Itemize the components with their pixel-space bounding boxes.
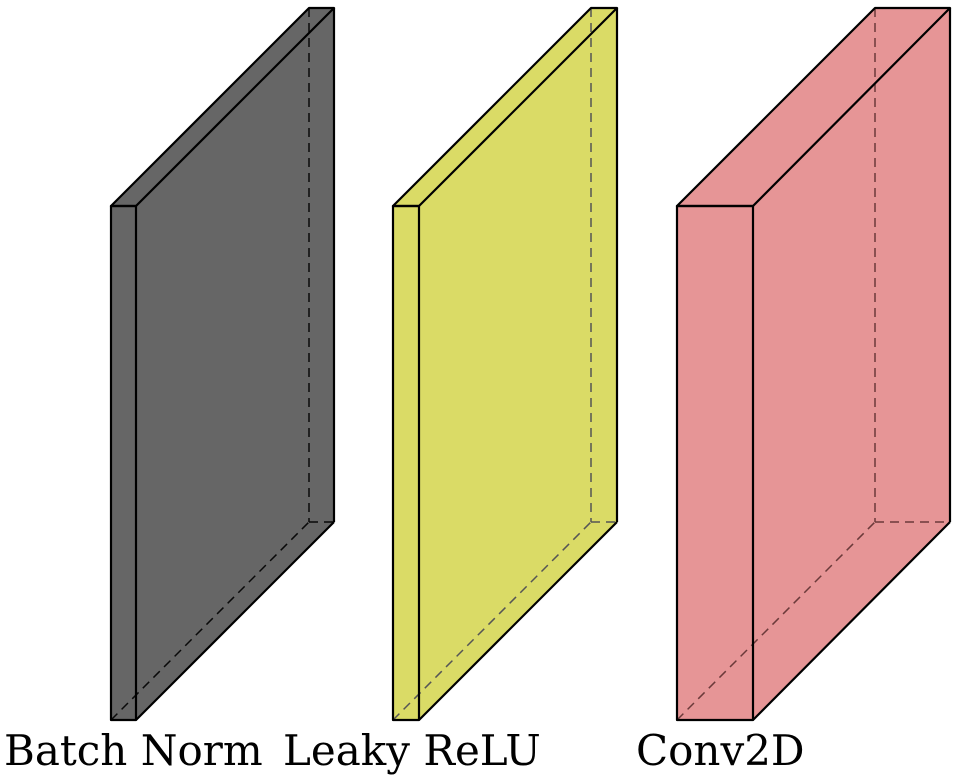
leaky-relu-label: Leaky ReLU (283, 726, 541, 775)
conv2d-side-face (753, 8, 950, 720)
batch-norm-front-face (111, 206, 136, 720)
conv2d-label: Conv2D (636, 726, 805, 775)
conv2d-front-face (677, 206, 753, 720)
conv2d-top-face (677, 8, 950, 206)
leaky-relu-side-face (419, 8, 617, 720)
batch-norm-label: Batch Norm (4, 726, 263, 775)
leaky-relu-front-face (393, 206, 419, 720)
leaky-relu-top-face (393, 8, 617, 206)
batch-norm-top-face (111, 8, 334, 206)
batch-norm-side-face (136, 8, 334, 720)
leaky-relu-block (391, 6, 619, 722)
batch-norm-block (109, 6, 336, 722)
conv2d-block (675, 6, 952, 722)
